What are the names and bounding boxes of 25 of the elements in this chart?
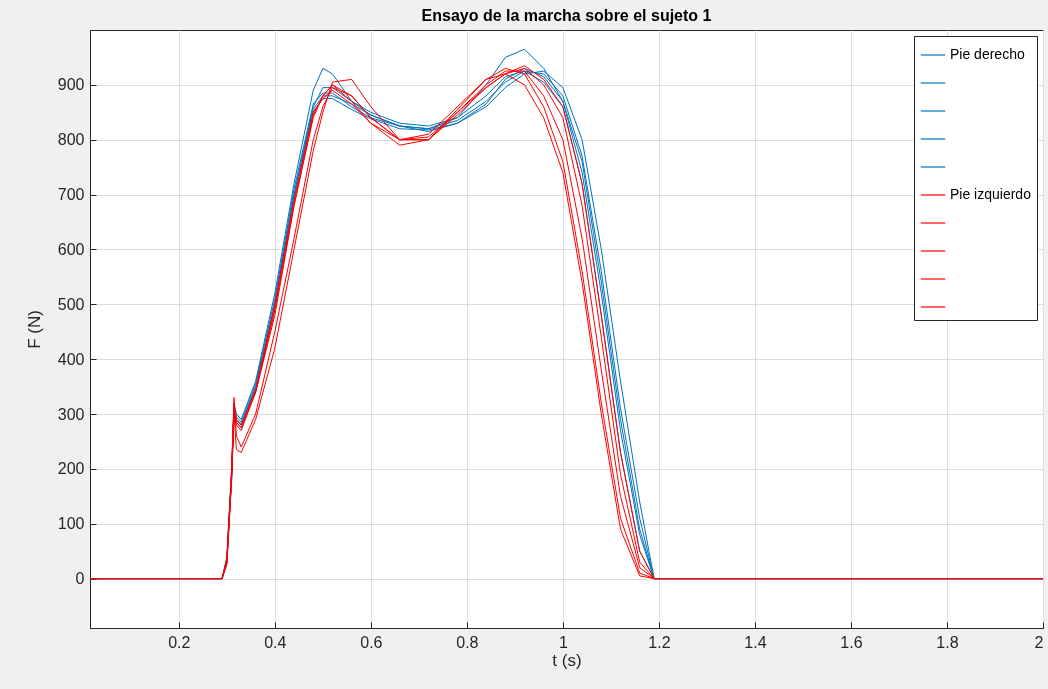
y-tick-label: 500 [57, 295, 85, 313]
x-tick-label: 0.6 [360, 633, 383, 651]
x-tick-label: 2 [1034, 633, 1044, 651]
x-tick-label: 1.4 [744, 633, 767, 651]
x-tick-label: 0.2 [168, 633, 191, 651]
legend-label: Pie izquierdo [950, 186, 1032, 202]
y-tick-label: 200 [57, 460, 85, 478]
x-tick-label: 0.8 [456, 633, 479, 651]
y-tick-label: 900 [57, 76, 85, 94]
x-tick-label: 1.2 [648, 633, 671, 651]
y-tick-label: 600 [57, 240, 85, 258]
y-tick-label: 100 [57, 515, 85, 533]
x-tick-label: 1.6 [840, 633, 863, 651]
y-tick-label: 0 [75, 570, 85, 588]
x-axis-title: t (s) [552, 650, 582, 670]
y-tick-label: 400 [57, 350, 85, 368]
y-tick-label: 800 [57, 131, 85, 149]
y-axis-title: F (N) [24, 310, 44, 349]
chart-title: Ensayo de la marcha sobre el sujeto 1 [421, 7, 712, 24]
x-tick-label: 1 [558, 633, 568, 651]
x-tick-label: 0.4 [264, 633, 287, 651]
y-tick-label: 700 [57, 186, 85, 204]
y-tick-label: 300 [57, 405, 85, 423]
x-tick-label: 1.8 [936, 633, 959, 651]
legend-label: Pie derecho [950, 46, 1025, 62]
